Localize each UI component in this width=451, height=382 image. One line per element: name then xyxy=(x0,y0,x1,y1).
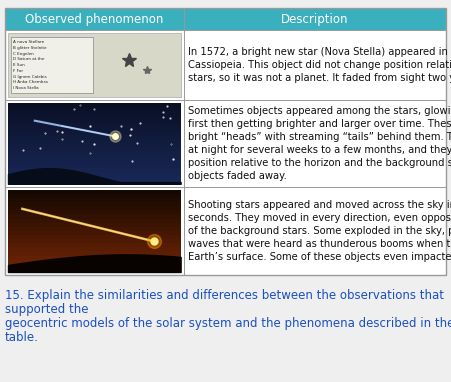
Bar xyxy=(8,214,180,219)
Bar xyxy=(8,235,180,239)
Bar xyxy=(8,247,180,251)
Bar xyxy=(8,206,180,210)
Bar xyxy=(8,103,180,107)
Bar xyxy=(8,190,180,272)
Bar xyxy=(8,147,180,151)
Bar xyxy=(8,115,180,119)
Bar xyxy=(11,37,93,93)
Bar xyxy=(8,176,180,180)
Bar xyxy=(8,139,180,143)
Bar xyxy=(8,135,180,139)
Text: H Anka Chembra: H Anka Chembra xyxy=(13,80,48,84)
Text: Observed phenomenon: Observed phenomenon xyxy=(25,13,164,26)
Bar xyxy=(8,127,180,131)
Bar xyxy=(8,163,180,168)
Text: C Engelen: C Engelen xyxy=(13,52,34,55)
Bar xyxy=(5,30,446,100)
Text: geocentric models of the solar system and the phenomena described in the: geocentric models of the solar system an… xyxy=(5,317,451,330)
Bar xyxy=(8,194,180,198)
Bar xyxy=(8,202,180,206)
Text: G Ignem Calebis: G Ignem Calebis xyxy=(13,74,46,79)
Bar xyxy=(8,111,180,115)
Bar xyxy=(8,119,180,123)
Text: In 1572, a bright new star (Nova Stella) appeared in the constellation
Cassiopei: In 1572, a bright new star (Nova Stella)… xyxy=(188,47,451,83)
Text: Description: Description xyxy=(281,13,349,26)
Text: F For: F For xyxy=(13,69,23,73)
Text: B glitter Stelnite: B glitter Stelnite xyxy=(13,46,46,50)
Bar xyxy=(8,103,180,184)
Bar xyxy=(8,260,180,264)
Bar xyxy=(8,131,180,135)
Bar xyxy=(8,210,180,214)
Bar xyxy=(8,33,180,97)
Bar xyxy=(8,251,180,256)
Bar xyxy=(8,243,180,247)
Bar xyxy=(8,264,180,268)
Bar xyxy=(8,198,180,202)
Text: 15. Explain the similarities and differences between the observations that: 15. Explain the similarities and differe… xyxy=(5,289,444,302)
Text: E Sun: E Sun xyxy=(13,63,25,67)
Bar xyxy=(5,187,446,275)
Bar xyxy=(8,190,180,194)
Bar xyxy=(8,168,180,172)
Bar xyxy=(8,180,180,184)
Bar xyxy=(8,219,180,223)
Bar xyxy=(8,223,180,227)
Bar xyxy=(8,107,180,111)
Text: A nova Stellare: A nova Stellare xyxy=(13,40,44,44)
Bar xyxy=(8,256,180,260)
Bar xyxy=(8,172,180,176)
Bar xyxy=(8,155,180,160)
Text: table.: table. xyxy=(5,331,39,344)
Text: supported the: supported the xyxy=(5,303,88,316)
Text: Sometimes objects appeared among the stars, glowing faintly at
first then gettin: Sometimes objects appeared among the sta… xyxy=(188,106,451,181)
Bar xyxy=(8,227,180,231)
Bar xyxy=(8,143,180,147)
Bar xyxy=(5,100,446,187)
Bar xyxy=(5,8,446,275)
Bar xyxy=(8,151,180,155)
Bar xyxy=(8,123,180,127)
Bar xyxy=(5,8,446,30)
Bar xyxy=(8,160,180,163)
Bar xyxy=(8,231,180,235)
Text: D Saturn at the: D Saturn at the xyxy=(13,57,44,61)
Text: Shooting stars appeared and moved across the sky in only a few
seconds. They mov: Shooting stars appeared and moved across… xyxy=(188,200,451,262)
Text: I Nova Stella: I Nova Stella xyxy=(13,86,39,90)
Bar xyxy=(8,239,180,243)
Bar xyxy=(8,268,180,272)
